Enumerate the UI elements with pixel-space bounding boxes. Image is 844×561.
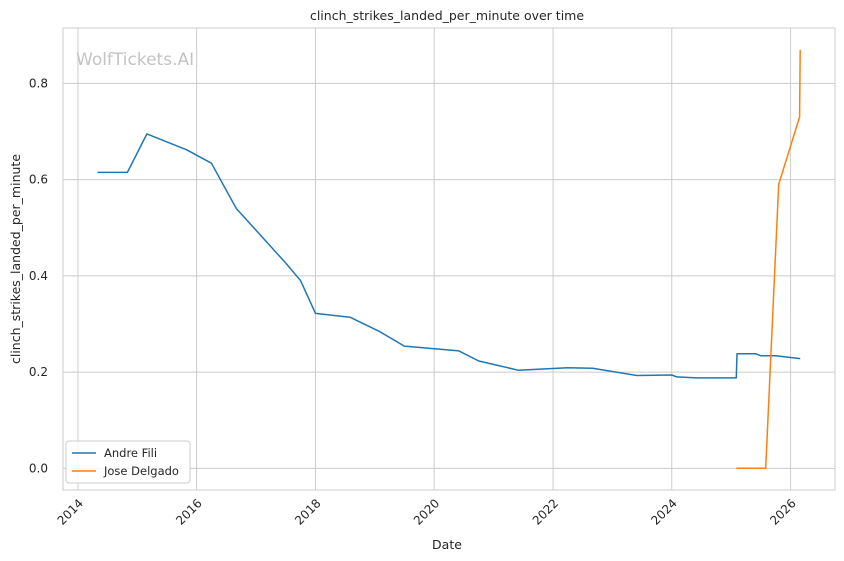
x-axis-label: Date [432, 537, 462, 552]
x-tick-label: 2020 [411, 496, 442, 527]
y-tick-label: 0.4 [29, 269, 48, 283]
x-tick-label: 2024 [648, 496, 679, 527]
y-axis-label: clinch_strikes_landed_per_minute [8, 154, 23, 364]
grid [63, 28, 835, 490]
legend: Andre Fili Jose Delgado [65, 440, 191, 484]
legend-box [65, 440, 191, 484]
x-tick-label: 2026 [767, 496, 798, 527]
y-tick-label: 0.0 [29, 461, 48, 475]
x-tick-label: 2018 [292, 496, 323, 527]
y-tick-label: 0.6 [29, 173, 48, 187]
x-tick-label: 2016 [173, 496, 204, 527]
legend-label: Jose Delgado [103, 464, 179, 478]
series-lines [97, 49, 801, 470]
chart-title: clinch_strikes_landed_per_minute over ti… [310, 8, 584, 23]
y-axis: 0.0 0.2 0.4 0.6 0.8 [29, 76, 48, 475]
watermark: WolfTickets.AI [76, 50, 194, 70]
x-tick-label: 2022 [530, 496, 561, 527]
x-axis: 2014 2016 2018 2020 2022 2024 2026 [55, 496, 799, 527]
series-line-1 [736, 49, 801, 470]
plot-frame [62, 27, 836, 491]
legend-label: Andre Fili [104, 446, 157, 460]
y-tick-label: 0.2 [29, 365, 48, 379]
y-tick-label: 0.8 [29, 76, 48, 90]
series-line-0 [97, 133, 801, 379]
x-tick-label: 2014 [55, 496, 86, 527]
